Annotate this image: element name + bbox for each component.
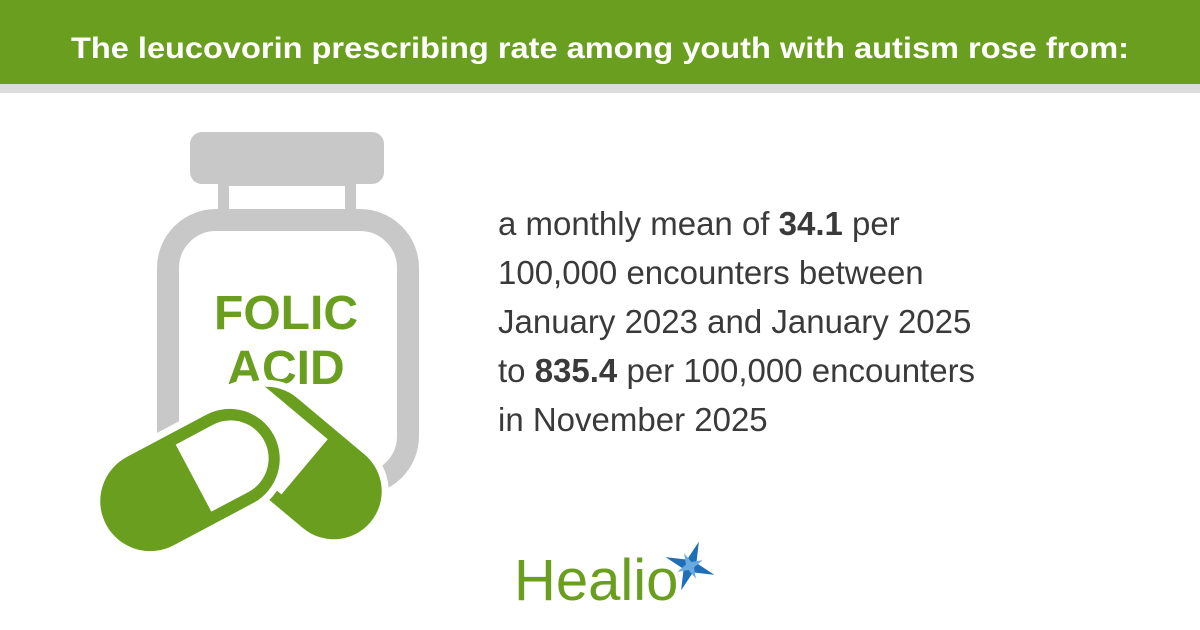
logo-star [665, 541, 715, 591]
body-segment: per 100,000 encounters [617, 352, 975, 389]
logo-text: Healio [514, 548, 678, 613]
body-figure: 835.4 [535, 352, 618, 389]
pill-left [93, 401, 287, 559]
bottle-neck-inner [229, 186, 345, 212]
body-line: in November 2025 [498, 401, 768, 438]
header-title: The leucovorin prescribing rate among yo… [71, 32, 1129, 65]
header-bar [0, 0, 1200, 84]
body-figure: 34.1 [779, 205, 843, 242]
body-segment: January 2023 and January 2025 [498, 303, 971, 340]
body-segment: to [498, 352, 535, 389]
body-line: to 835.4 per 100,000 encounters [498, 352, 975, 389]
body-segment: in November 2025 [498, 401, 768, 438]
bottle-lid [190, 132, 384, 184]
body-line: January 2023 and January 2025 [498, 303, 971, 340]
body-line: a monthly mean of 34.1 per [498, 205, 900, 242]
body-segment: 100,000 encounters between [498, 254, 924, 291]
body-segment: per [843, 205, 900, 242]
body-line: 100,000 encounters between [498, 254, 924, 291]
body-segment: a monthly mean of [498, 205, 779, 242]
body-text: a monthly mean of 34.1 per 100,000 encoun… [498, 205, 975, 438]
header-strip [0, 84, 1200, 93]
bottle-label: FOLIC [214, 287, 358, 340]
